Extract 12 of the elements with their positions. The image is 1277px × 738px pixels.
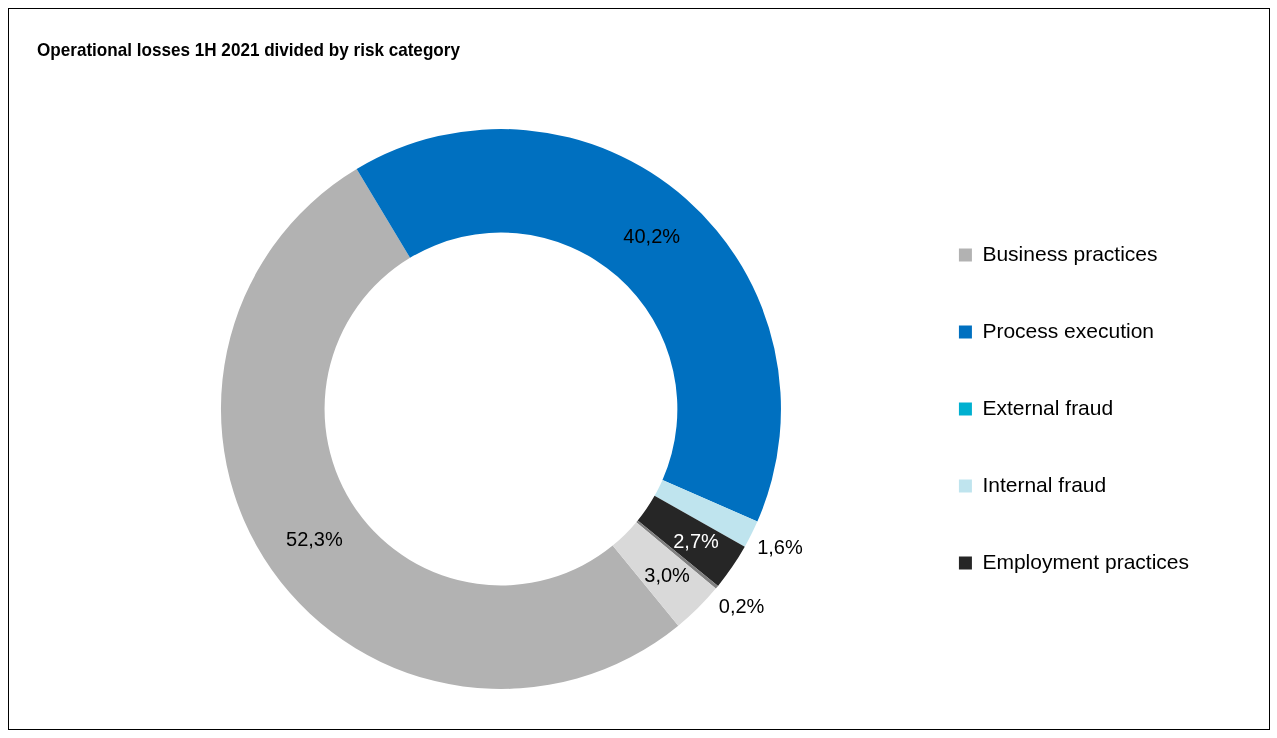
data-label: 3,0%	[644, 564, 691, 587]
data-label: 0,2%	[718, 595, 765, 618]
data-label: 52,3%	[286, 527, 343, 550]
legend-label: Employment practices	[982, 549, 1189, 573]
legend-label: Process execution	[982, 318, 1155, 342]
data-label: 40,2%	[623, 225, 681, 248]
legend-label: Business practices	[982, 241, 1158, 265]
data-label: 2,7%	[673, 529, 720, 552]
legend-label: External fraud	[982, 395, 1114, 419]
chart-title: Operational losses 1H 2021 divided by risk category	[37, 39, 460, 61]
legend-label: Internal fraud	[982, 472, 1107, 496]
data-label: 1,6%	[757, 536, 803, 559]
